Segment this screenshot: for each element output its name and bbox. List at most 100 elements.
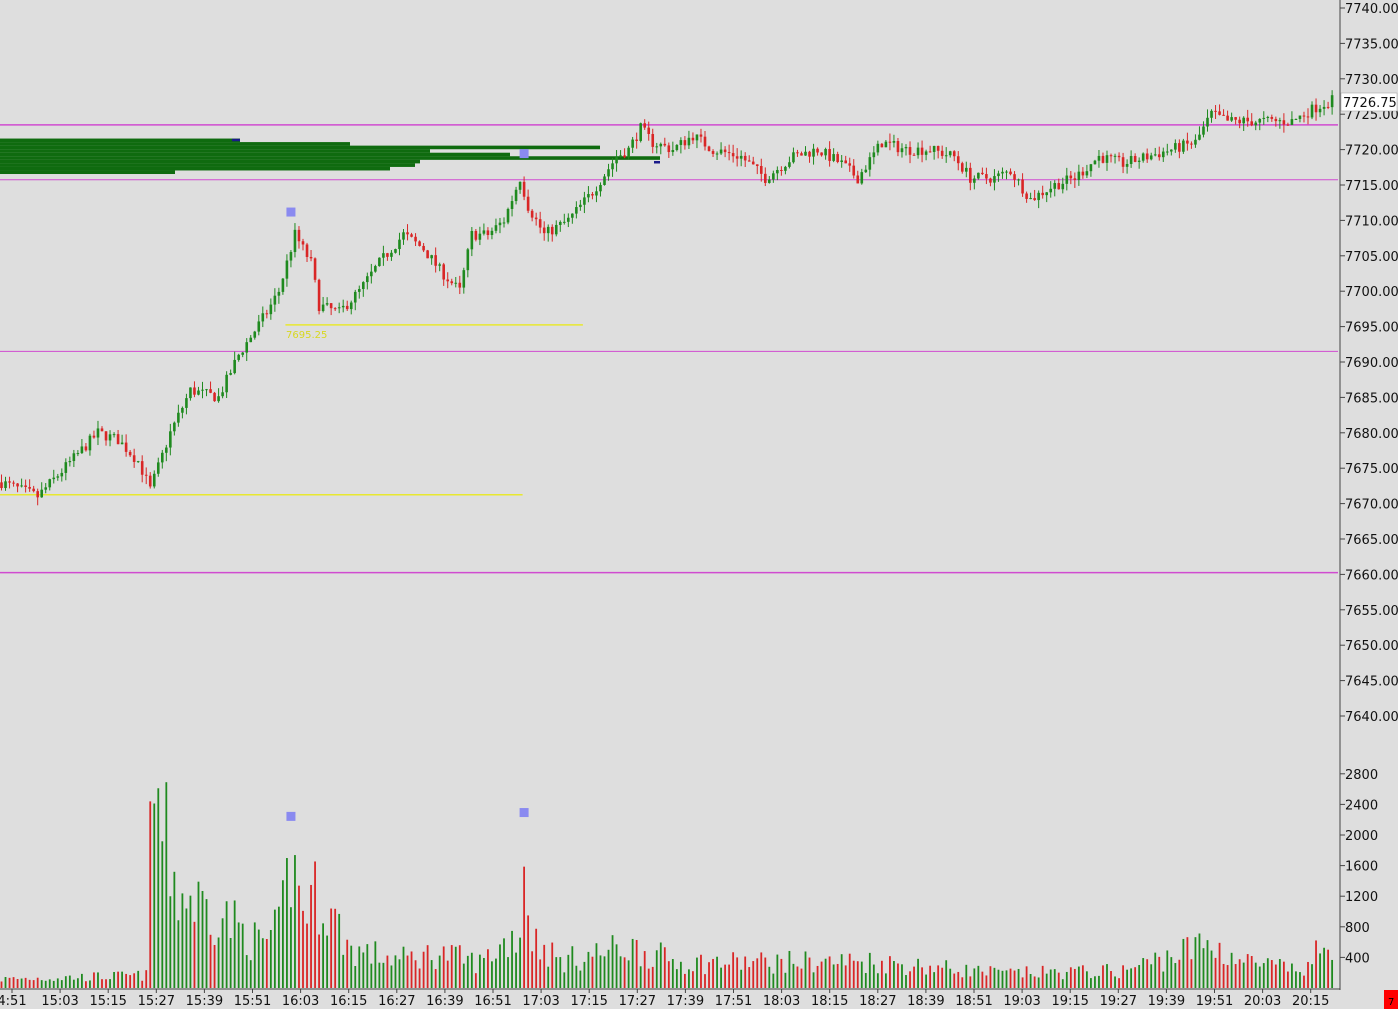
volume-bar-238 <box>957 971 960 988</box>
candle-body-289 <box>1161 151 1165 158</box>
candle-body-264 <box>1061 183 1065 190</box>
candle-body-250 <box>1005 171 1008 173</box>
candle-body-318 <box>1278 120 1282 122</box>
volume-bar-140 <box>563 972 566 988</box>
volume-bar-270 <box>1086 971 1088 988</box>
volume-bar-162 <box>651 966 654 988</box>
volume-bar-59 <box>237 922 240 988</box>
volume-bar-210 <box>844 965 847 988</box>
volume-bar-89 <box>358 946 361 988</box>
time-tick-label-1: 15:03 <box>41 994 78 1009</box>
candle-body-133 <box>534 217 538 220</box>
candle-body-23 <box>92 435 96 438</box>
yellow-line-label: 7695.25 <box>286 330 327 341</box>
volume-bar-54 <box>217 937 220 988</box>
volume-bar-284 <box>1142 958 1145 988</box>
volume-bar-22 <box>89 980 91 988</box>
volume-bar-131 <box>527 915 530 988</box>
volume-bar-120 <box>483 957 485 988</box>
volume-bar-145 <box>583 961 586 988</box>
volume-bar-251 <box>1009 968 1012 988</box>
candle-body-169 <box>679 140 683 145</box>
volume-bar-49 <box>197 881 200 988</box>
candle-body-272 <box>1093 160 1097 165</box>
candle-body-111 <box>446 279 450 282</box>
volume-bar-313 <box>1258 966 1261 988</box>
candle-body-84 <box>337 307 341 309</box>
volume-bar-18 <box>72 979 75 988</box>
volume-bar-269 <box>1081 965 1084 988</box>
volume-bar-80 <box>322 923 324 988</box>
candle-body-204 <box>820 152 823 156</box>
volume-bar-164 <box>659 942 662 988</box>
candle-body-164 <box>659 143 663 147</box>
volume-bar-292 <box>1174 963 1177 988</box>
volume-bar-215 <box>864 972 867 988</box>
volume-bar-5 <box>20 978 23 988</box>
time-tick-label-9: 16:39 <box>426 994 463 1009</box>
candle-body-235 <box>944 155 948 157</box>
volume-bar-166 <box>667 961 670 988</box>
candle-body-234 <box>940 150 944 156</box>
volume-bar-88 <box>354 965 357 988</box>
volume-bar-185 <box>744 956 747 988</box>
volume-bar-216 <box>868 952 871 988</box>
volume-bar-326 <box>1311 964 1313 988</box>
candle-body-70 <box>281 278 285 292</box>
volume-bar-128 <box>515 952 517 988</box>
candle-body-227 <box>912 154 916 156</box>
volume-profile-row-6 <box>0 159 420 164</box>
candle-body-0 <box>0 482 3 489</box>
volume-bar-192 <box>772 973 775 988</box>
candle-body-83 <box>333 308 337 310</box>
candle-body-36 <box>144 474 148 476</box>
volume-bar-135 <box>543 944 546 988</box>
candle-body-4 <box>16 483 19 487</box>
candle-body-77 <box>309 256 313 259</box>
candle-body-55 <box>221 392 224 397</box>
candle-body-225 <box>904 147 908 149</box>
volume-bar-258 <box>1037 977 1040 988</box>
volume-bar-264 <box>1061 979 1064 988</box>
volume-profile-row-5 <box>0 156 660 160</box>
candle-body-82 <box>329 303 333 309</box>
candle-body-98 <box>394 249 397 253</box>
candle-body-105 <box>422 245 425 251</box>
volume-bar-167 <box>671 959 674 988</box>
candle-body-294 <box>1182 140 1185 152</box>
candle-body-154 <box>619 155 622 158</box>
candle-body-86 <box>345 305 349 310</box>
candle-body-152 <box>611 163 614 170</box>
candle-body-51 <box>205 389 208 391</box>
volume-bar-304 <box>1222 963 1225 988</box>
volume-bar-1 <box>4 977 7 988</box>
candle-body-147 <box>591 194 594 196</box>
candle-body-92 <box>370 271 373 277</box>
candle-body-290 <box>1166 151 1169 153</box>
volume-bar-126 <box>507 957 509 988</box>
candle-body-278 <box>1117 155 1121 158</box>
volume-bar-289 <box>1162 971 1165 988</box>
candle-body-38 <box>152 473 156 487</box>
candle-body-326 <box>1310 104 1314 118</box>
volume-bar-10 <box>40 980 43 988</box>
volume-bar-190 <box>764 957 767 988</box>
candle-body-90 <box>362 282 365 290</box>
volume-bar-138 <box>555 957 558 988</box>
volume-bar-293 <box>1178 959 1181 988</box>
candle-body-292 <box>1174 143 1177 150</box>
volume-bar-272 <box>1094 976 1096 988</box>
candle-body-137 <box>550 226 554 235</box>
volume-tick-label-4: 1200 <box>1345 890 1378 905</box>
volume-bar-9 <box>36 977 39 988</box>
volume-bar-107 <box>430 960 433 988</box>
candle-body-304 <box>1222 114 1225 116</box>
volume-bar-223 <box>897 963 899 988</box>
candle-body-224 <box>900 148 904 153</box>
candle-body-208 <box>836 154 839 163</box>
volume-bar-115 <box>462 963 465 988</box>
price-tick-label-15: 7665.00 <box>1345 533 1398 548</box>
candle-body-316 <box>1270 116 1274 119</box>
volume-bar-161 <box>647 968 650 988</box>
